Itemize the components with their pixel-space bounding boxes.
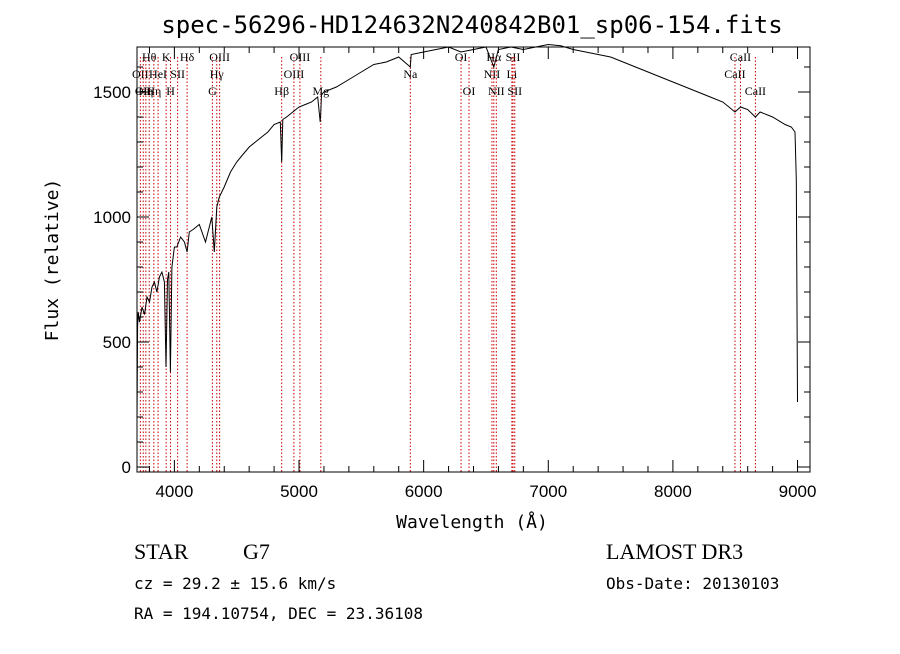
marker-label-23: Li (507, 67, 518, 81)
marker-label-21: Hα (486, 50, 502, 64)
chart-title: spec-56296-HD124632N240842B01_sp06-154.f… (161, 11, 782, 39)
marker-label-8: SII (170, 67, 185, 81)
y-tick-label-0: 0 (122, 458, 131, 477)
x-axis-ticks: 4000 5000 6000 7000 8000 9000 (149, 47, 816, 501)
line-markers: OIIOIIHηHθHηHeIKHSIIHδGHγOIIIHβOIIIOIIIM… (132, 50, 766, 472)
coordinates-info: RA = 194.10754, DEC = 23.36108 (134, 604, 423, 623)
y-axis-ticks: 0 500 1000 1500 (93, 67, 810, 477)
x-tick-label-1: 5000 (280, 482, 318, 501)
marker-label-19: OI (463, 84, 476, 98)
marker-label-11: Hγ (210, 67, 225, 81)
x-axis-label: Wavelength (Å) (396, 511, 548, 533)
marker-label-14: OIII (284, 67, 305, 81)
marker-label-15: OIII (290, 50, 311, 64)
marker-label-22: NII (488, 84, 505, 98)
x-tick-label-0: 4000 (155, 482, 193, 501)
marker-label-20: NII (484, 67, 501, 81)
marker-label-26: CaII (724, 67, 745, 81)
plot-frame (137, 47, 810, 472)
object-class: STAR (134, 539, 189, 564)
object-subclass: G7 (243, 539, 270, 564)
marker-label-10: G (208, 84, 217, 98)
redshift-info: cz = 29.2 ± 15.6 km/s (134, 574, 336, 593)
marker-label-12: OIII (209, 50, 230, 64)
y-tick-label-3: 1500 (93, 83, 131, 102)
marker-label-24: SII (506, 50, 521, 64)
observation-date: Obs-Date: 20130103 (606, 574, 779, 593)
marker-label-9: Hδ (180, 50, 195, 64)
marker-label-17: Na (403, 67, 418, 81)
marker-label-4: Hη (146, 84, 161, 98)
marker-label-6: K (162, 50, 171, 64)
x-tick-label-2: 6000 (405, 482, 443, 501)
y-tick-label-2: 1000 (93, 208, 131, 227)
y-tick-label-1: 500 (103, 333, 131, 352)
x-tick-label-5: 9000 (779, 482, 817, 501)
marker-label-7: H (166, 84, 175, 98)
x-tick-label-3: 7000 (529, 482, 567, 501)
marker-label-13: Hβ (274, 84, 289, 98)
marker-label-28: CaII (745, 84, 766, 98)
marker-label-5: HeI (149, 67, 167, 81)
series-layer (137, 44, 798, 422)
y-axis-label: Flux (relative) (42, 179, 63, 342)
survey-name: LAMOST DR3 (606, 539, 743, 564)
spectrum-series-0 (137, 45, 798, 423)
x-tick-label-4: 8000 (654, 482, 692, 501)
marker-label-25: SII (507, 84, 522, 98)
